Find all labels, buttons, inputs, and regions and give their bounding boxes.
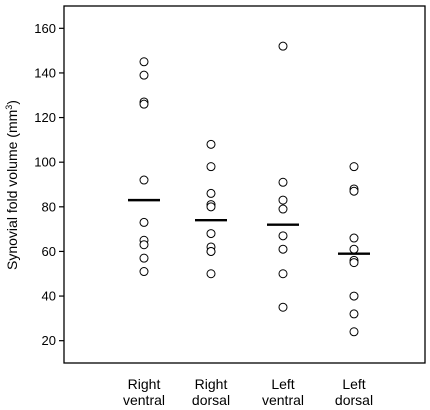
category-label-line1: Left — [342, 376, 365, 392]
y-tick-label: 20 — [42, 333, 56, 348]
category-label: Left dorsal — [335, 376, 373, 408]
data-point — [206, 162, 216, 172]
category-label: Right ventral — [123, 376, 165, 408]
y-axis-title-superscript: 3 — [4, 105, 14, 110]
y-tick-label: 140 — [34, 65, 56, 80]
data-point — [206, 246, 216, 256]
category-label-line2: dorsal — [192, 392, 230, 408]
data-point — [278, 177, 288, 187]
data-point — [349, 258, 359, 268]
data-point — [349, 186, 359, 196]
data-point — [206, 229, 216, 239]
data-point — [206, 202, 216, 212]
y-tick-label: 120 — [34, 110, 56, 125]
category-label: Left ventral — [262, 376, 304, 408]
data-point — [139, 253, 149, 263]
data-point — [278, 269, 288, 279]
category-label-line1: Right — [195, 376, 228, 392]
data-point — [349, 244, 359, 254]
category-label-line2: ventral — [123, 392, 165, 408]
data-point — [139, 99, 149, 109]
data-point — [349, 291, 359, 301]
data-points — [139, 41, 359, 337]
y-axis-title: Synovial fold volume (mm3) — [4, 100, 20, 270]
data-point — [139, 267, 149, 277]
data-point — [139, 175, 149, 185]
data-point — [278, 41, 288, 51]
y-axis: 20 40 60 80 100 120 140 160 — [34, 21, 64, 348]
plot-frame — [63, 5, 426, 364]
mean-lines — [128, 198, 370, 255]
data-point — [139, 217, 149, 227]
y-tick-label: 160 — [34, 21, 56, 36]
y-tick-label: 60 — [42, 244, 56, 259]
data-point — [139, 70, 149, 80]
data-point — [349, 233, 359, 243]
data-point — [278, 195, 288, 205]
data-point — [349, 309, 359, 319]
data-point — [349, 327, 359, 337]
category-label-line1: Left — [271, 376, 294, 392]
category-label-line2: ventral — [262, 392, 304, 408]
data-point — [278, 231, 288, 241]
category-label-line1: Right — [128, 376, 161, 392]
y-tick-label: 80 — [42, 199, 56, 214]
data-point — [278, 204, 288, 214]
category-label: Right dorsal — [192, 376, 230, 408]
data-point — [206, 139, 216, 149]
y-tick-label: 100 — [34, 155, 56, 170]
data-point — [206, 269, 216, 279]
data-point — [206, 188, 216, 198]
data-point — [349, 162, 359, 172]
category-label-line2: dorsal — [335, 392, 373, 408]
data-point — [278, 244, 288, 254]
data-point — [139, 240, 149, 250]
y-tick-label: 40 — [42, 289, 56, 304]
data-point — [278, 302, 288, 312]
data-point — [139, 57, 149, 67]
